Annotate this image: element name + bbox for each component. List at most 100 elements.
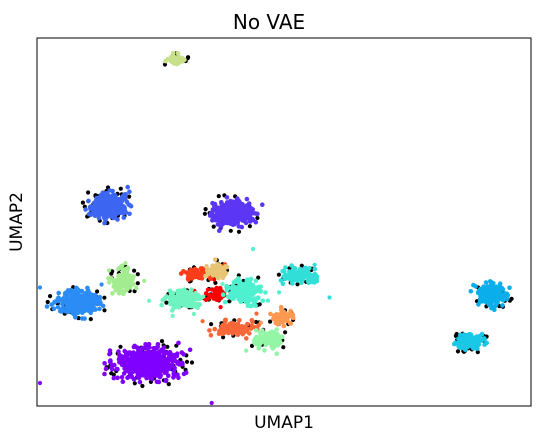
- cluster-point: [485, 294, 491, 300]
- cluster-point: [152, 363, 157, 368]
- cluster-point: [473, 284, 478, 289]
- cluster-point: [109, 214, 114, 219]
- cluster-point: [182, 57, 187, 63]
- cluster-point: [94, 301, 100, 307]
- cluster-point: [274, 327, 280, 332]
- cluster-point: [107, 210, 112, 215]
- outlier-point: [283, 330, 288, 335]
- cluster-point: [458, 332, 463, 338]
- cluster-point: [222, 299, 228, 305]
- cluster-point: [75, 310, 81, 315]
- cluster-point: [245, 285, 251, 291]
- cluster-point: [198, 273, 204, 279]
- cluster-point: [218, 330, 223, 336]
- cluster-point: [166, 373, 171, 379]
- cluster-point: [217, 206, 223, 211]
- cluster-point: [106, 203, 111, 208]
- outlier-point: [164, 300, 169, 305]
- stray-point: [170, 313, 175, 318]
- cluster-point: [49, 302, 54, 307]
- outlier-point: [186, 55, 191, 60]
- outlier-point: [247, 224, 252, 229]
- cluster-point: [277, 320, 282, 326]
- cluster-point: [121, 291, 126, 297]
- cluster-point: [256, 323, 261, 328]
- cluster-point: [212, 326, 217, 332]
- outlier-point: [295, 282, 300, 287]
- cluster-point: [151, 368, 157, 374]
- cluster-point: [244, 278, 249, 284]
- x-axis-label: UMAP1: [254, 413, 314, 433]
- outlier-point: [455, 349, 461, 354]
- cluster-point: [123, 210, 129, 215]
- cluster-point: [120, 280, 125, 286]
- cluster-point: [168, 58, 174, 64]
- cluster-point: [112, 362, 117, 368]
- outlier-point: [216, 194, 221, 199]
- cluster-point: [231, 211, 236, 217]
- cluster-point: [125, 276, 130, 281]
- cluster-point: [63, 308, 68, 314]
- cluster-point: [83, 207, 88, 212]
- cluster-point: [137, 379, 143, 385]
- outlier-point: [268, 319, 273, 324]
- cluster-point: [456, 344, 462, 350]
- stray-point: [205, 287, 210, 292]
- stray-point: [99, 282, 104, 287]
- outlier-point: [80, 200, 85, 205]
- outlier-point: [166, 382, 171, 387]
- outlier-point: [236, 229, 242, 234]
- cluster-point: [51, 306, 57, 312]
- cluster-point: [171, 352, 177, 358]
- cluster-point: [500, 303, 505, 308]
- cluster-point: [52, 299, 58, 305]
- cluster-point: [244, 294, 250, 299]
- cluster-point: [147, 345, 152, 350]
- cluster-point: [73, 288, 79, 293]
- cluster-point: [121, 371, 127, 376]
- cluster-point: [248, 276, 254, 282]
- cluster-point: [176, 340, 181, 346]
- cluster-point: [70, 309, 76, 314]
- outlier-point: [475, 350, 480, 355]
- cluster-point: [157, 364, 162, 369]
- cluster-point: [124, 355, 130, 360]
- cluster-point: [92, 293, 98, 298]
- outlier-point: [202, 211, 207, 216]
- cluster-point: [230, 294, 236, 299]
- cluster-point: [461, 333, 467, 339]
- cluster-point: [96, 216, 102, 221]
- cluster-point: [131, 344, 137, 350]
- cluster-point: [104, 191, 109, 196]
- cluster-point: [135, 364, 141, 370]
- cluster-point: [85, 288, 91, 293]
- cluster-point: [144, 365, 149, 370]
- cluster-point: [486, 302, 492, 307]
- cluster-point: [482, 299, 488, 304]
- cluster-point: [262, 348, 267, 353]
- outlier-point: [132, 268, 137, 273]
- cluster-point: [115, 366, 120, 372]
- cluster-point: [255, 211, 260, 217]
- cluster-point: [208, 333, 214, 338]
- cluster-point: [161, 357, 167, 363]
- cluster-point: [113, 195, 119, 201]
- cluster-point: [189, 287, 194, 293]
- cluster-point: [128, 360, 134, 366]
- cluster-point: [157, 369, 162, 375]
- cluster-point: [146, 372, 152, 377]
- cluster-point: [248, 297, 253, 303]
- outlier-point: [127, 194, 132, 199]
- cluster-point: [131, 274, 136, 279]
- cluster-point: [274, 351, 280, 357]
- cluster-point: [163, 377, 169, 383]
- cluster-point: [120, 379, 126, 385]
- cluster-point: [179, 299, 185, 305]
- cluster-point: [56, 290, 61, 296]
- cluster-point: [233, 287, 238, 293]
- chart-title: No VAE: [233, 10, 305, 34]
- cluster-point: [161, 352, 167, 357]
- stray-point: [142, 278, 147, 283]
- cluster-point: [121, 215, 127, 220]
- cluster-point: [226, 294, 231, 300]
